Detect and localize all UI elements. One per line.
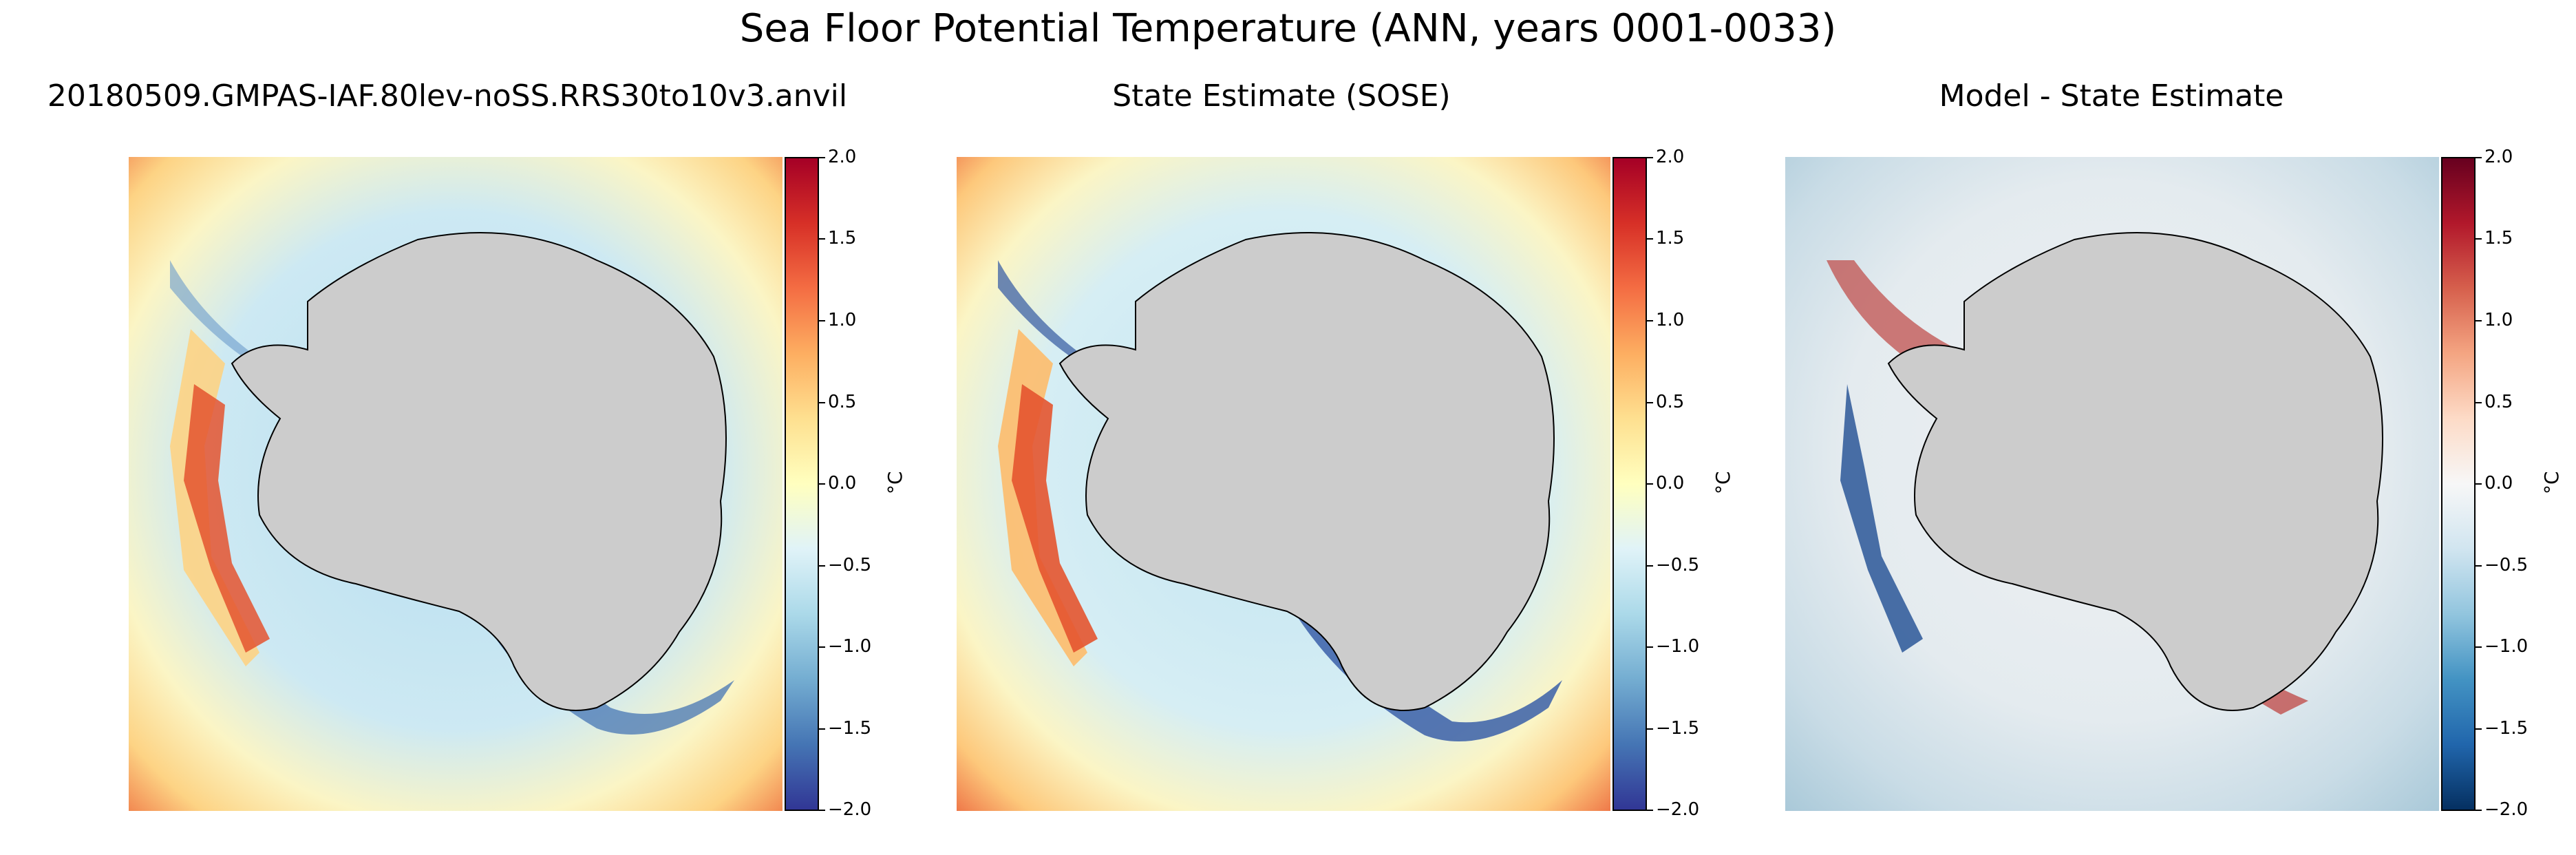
panel-2-title: State Estimate (SOSE) <box>1112 78 1451 114</box>
panel-1-colorbar-unit: °C <box>884 471 906 494</box>
panel-2-map-svg <box>957 157 1610 811</box>
cbar-tick: 0.5 <box>2484 392 2513 412</box>
antarctica-landmass <box>1058 232 1555 711</box>
antarctica-landmass <box>231 232 727 711</box>
cbar-tick: 1.0 <box>828 310 857 330</box>
warm-water-band <box>184 384 270 653</box>
panel-2-colorbar-unit: °C <box>1712 471 1734 494</box>
cbar-tick: 0.5 <box>828 392 857 412</box>
cbar-tick: 0.0 <box>828 473 857 494</box>
cbar-tick: −0.5 <box>2484 555 2529 576</box>
panel-1-map-svg <box>129 157 783 811</box>
cbar-tick: 2.0 <box>2484 147 2513 167</box>
cbar-tick: −2.0 <box>2484 799 2529 820</box>
cbar-tick: −1.0 <box>2484 636 2529 657</box>
cbar-tick: −0.5 <box>828 555 872 576</box>
cbar-tick: 1.0 <box>1656 310 1685 330</box>
panel-2-colorbar <box>1612 157 1647 811</box>
cbar-tick: 1.0 <box>2484 310 2513 330</box>
cbar-tick: −2.0 <box>828 799 872 820</box>
panel-3-colorbar-unit: °C <box>2540 471 2563 494</box>
panel-1-map <box>129 157 783 811</box>
panel-3-colorbar <box>2441 157 2476 811</box>
cbar-tick: 0.5 <box>1656 392 1685 412</box>
warm-water-band <box>1012 384 1098 653</box>
panel-2-map <box>957 157 1610 811</box>
panel-1-colorbar <box>785 157 819 811</box>
cbar-tick: −1.0 <box>1656 636 1700 657</box>
panel-3-map <box>1785 157 2439 811</box>
cbar-tick: 2.0 <box>1656 147 1685 167</box>
cbar-tick: 0.0 <box>2484 473 2513 494</box>
cbar-tick: 1.5 <box>1656 228 1685 249</box>
cbar-tick: −1.5 <box>1656 718 1700 739</box>
cbar-tick: −2.0 <box>1656 799 1700 820</box>
panel-3-map-svg <box>1785 157 2439 811</box>
cbar-tick: −1.5 <box>2484 718 2529 739</box>
cbar-tick: 2.0 <box>828 147 857 167</box>
cbar-tick: 0.0 <box>1656 473 1685 494</box>
cbar-tick: 1.5 <box>2484 228 2513 249</box>
panel-3-title: Model - State Estimate <box>1939 78 2284 114</box>
figure-title: Sea Floor Potential Temperature (ANN, ye… <box>739 6 1837 51</box>
antarctica-landmass <box>1887 232 2383 711</box>
cbar-tick: −1.0 <box>828 636 872 657</box>
panel-1-title: 20180509.GMPAS-IAF.80lev-noSS.RRS30to10v… <box>47 78 848 114</box>
cold-bias-band <box>1840 384 1923 653</box>
cbar-tick: 1.5 <box>828 228 857 249</box>
cbar-tick: −0.5 <box>1656 555 1700 576</box>
cbar-tick: −1.5 <box>828 718 872 739</box>
